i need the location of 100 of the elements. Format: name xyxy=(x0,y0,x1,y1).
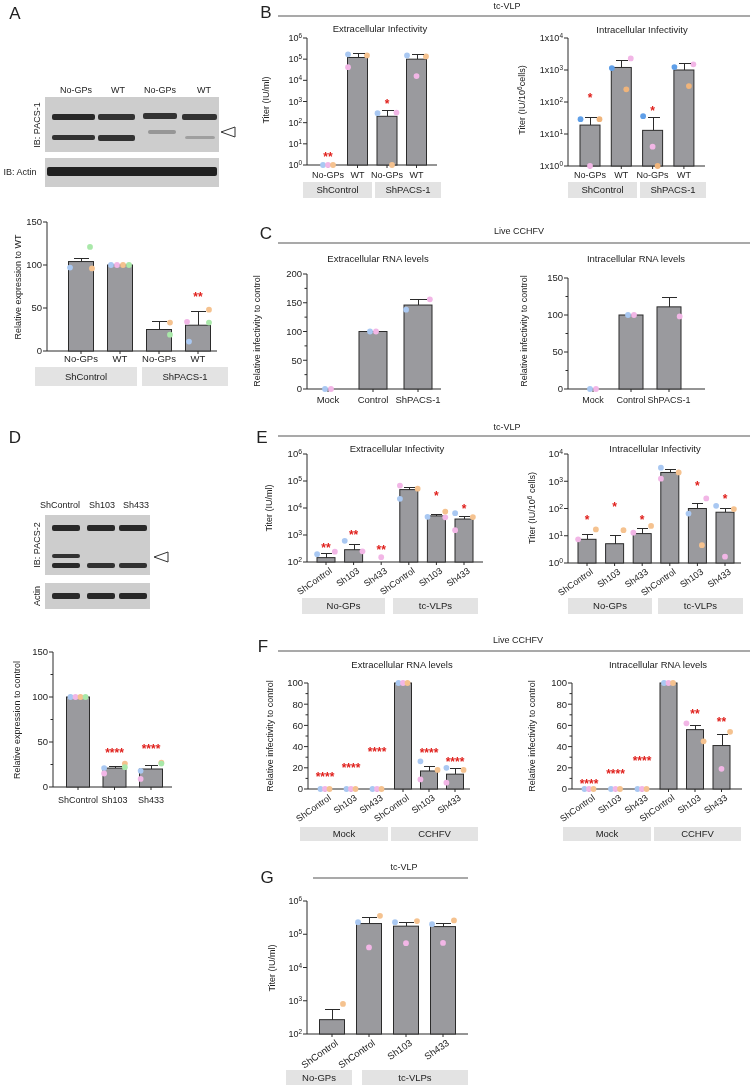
y-tick-label: 20 xyxy=(292,762,303,774)
y-tick-label: 10$^{4}$ xyxy=(548,447,564,460)
y-tick-label: 150 xyxy=(32,646,48,658)
x-tick-label: WT xyxy=(190,353,206,364)
y-tick-label: 10$^{5}$ xyxy=(288,52,303,65)
text: ShControl xyxy=(64,370,108,382)
text: tc-VLPs xyxy=(398,1071,432,1083)
chart-title: Intracellular Infectivity xyxy=(609,443,701,454)
annotation: * xyxy=(384,97,390,111)
text: tc-VLPs xyxy=(683,600,718,612)
text: F xyxy=(257,637,269,656)
text: Live CCHFV xyxy=(492,635,544,645)
text: B xyxy=(260,3,272,22)
y-tick-label: 10$^{3}$ xyxy=(548,475,564,487)
y-tick-label: 100 xyxy=(547,309,563,321)
x-tick-label: Mock xyxy=(316,394,340,405)
y-tick-label: 0 xyxy=(296,383,302,395)
y-tick-label: 10$^{4}$ xyxy=(288,73,303,86)
text: ShPACS-1 xyxy=(162,370,208,382)
annotation: **** xyxy=(606,767,626,781)
x-tick-label: Sh103 xyxy=(101,795,128,805)
y-tick-label: 10$^{4}$ xyxy=(287,501,303,514)
y-axis-title: Titer (IU/ml) xyxy=(261,76,271,124)
y-tick-label: 10$^{0}$ xyxy=(288,158,303,171)
text: Live CCHFV xyxy=(493,226,545,236)
y-tick-label: 10$^{6}$ xyxy=(288,894,303,907)
annotation: * xyxy=(587,91,593,105)
y-tick-label: 10$^{3}$ xyxy=(288,994,303,1006)
text: A xyxy=(9,4,22,23)
y-tick-label: 100 xyxy=(287,677,303,689)
text: IB: PACS-1 xyxy=(32,102,43,148)
x-tick-label: ShPACS-1 xyxy=(395,394,441,405)
x-tick-label: WT xyxy=(676,170,692,180)
y-tick-label: 0 xyxy=(561,783,567,795)
y-tick-label: 200 xyxy=(286,268,302,280)
x-tick-label: Sh433 xyxy=(137,795,165,805)
y-tick-label: 150 xyxy=(286,297,302,309)
chart-title: Intracellular RNA levels xyxy=(608,659,708,670)
annotation: **** xyxy=(105,746,125,760)
text: Sh103 xyxy=(88,500,116,510)
y-tick-label: 10$^{6}$ xyxy=(287,447,303,460)
y-axis-title: Relative infectivity to control xyxy=(519,275,529,387)
y-axis-title: Relative infectivity to control xyxy=(265,680,275,792)
text: CCHFV xyxy=(681,828,715,840)
annotation: **** xyxy=(315,770,335,784)
annotation: * xyxy=(461,502,467,516)
point xyxy=(587,386,593,392)
x-tick-label: No-GPs xyxy=(636,170,670,180)
text: E xyxy=(256,428,268,447)
annotation: **** xyxy=(367,745,387,759)
point xyxy=(631,312,637,318)
text: G xyxy=(260,868,274,887)
y-tick-label: 0 xyxy=(557,383,563,395)
text: ShControl xyxy=(39,500,81,510)
annotation: **** xyxy=(141,742,161,756)
y-tick-label: 80 xyxy=(292,698,303,710)
x-tick-label: No-GPs xyxy=(311,170,345,180)
y-axis-title: Titer (IU/ml) xyxy=(267,944,277,992)
x-tick-label: Control xyxy=(616,395,646,405)
y-tick-label: 50 xyxy=(37,736,48,748)
annotation: * xyxy=(612,500,618,514)
x-tick-label: No-GPs xyxy=(573,170,607,180)
annotation: * xyxy=(434,489,440,503)
text: WT xyxy=(111,85,126,95)
y-tick-label: 0 xyxy=(297,783,303,795)
annotation: * xyxy=(695,479,701,493)
annotation: * xyxy=(639,513,645,527)
y-axis-title: Titer (IU/ml) xyxy=(264,484,274,532)
x-tick-label: No-GPs xyxy=(64,353,99,364)
annotation: ** xyxy=(323,150,333,164)
y-tick-label: 1x10$^{0}$ xyxy=(539,159,564,172)
y-tick-label: 10$^{4}$ xyxy=(288,961,303,973)
x-tick-label: WT xyxy=(112,353,128,364)
y-tick-label: 100 xyxy=(26,259,42,271)
x-tick-label: WT xyxy=(350,170,365,180)
y-tick-label: 10$^{5}$ xyxy=(288,927,303,940)
y-axis-title: Relative infectivity to control xyxy=(527,680,537,792)
text: No-GPs xyxy=(59,85,93,95)
y-tick-label: 1x10$^{4}$ xyxy=(539,31,564,44)
text: No-GPs xyxy=(302,1071,337,1083)
chart-title: Extracellular RNA levels xyxy=(351,659,453,670)
text: Mock xyxy=(332,828,356,840)
text: ShPACS-1 xyxy=(385,184,431,196)
text: Mock xyxy=(595,828,619,840)
annotation: ** xyxy=(690,707,700,721)
y-tick-label: 1x10$^{1}$ xyxy=(539,127,564,140)
y-tick-label: 0 xyxy=(42,781,48,793)
chart-title: Extracellular Infectivity xyxy=(349,443,445,454)
text: Sh433 xyxy=(122,500,150,510)
text: tc-VLP xyxy=(493,422,521,432)
chart-title: Intracellular Infectivity xyxy=(596,24,688,35)
y-tick-label: 10$^{1}$ xyxy=(548,529,564,542)
y-tick-label: 10$^{5}$ xyxy=(287,474,303,487)
y-tick-label: 150 xyxy=(26,216,42,228)
y-tick-label: 10$^{2}$ xyxy=(287,555,303,568)
y-tick-label: 60 xyxy=(292,719,303,731)
y-tick-label: 50 xyxy=(31,302,42,314)
y-axis-title: Relative infectivity to control xyxy=(252,275,262,387)
y-tick-label: 100 xyxy=(551,677,567,689)
x-tick-label: ShControl xyxy=(57,795,99,805)
